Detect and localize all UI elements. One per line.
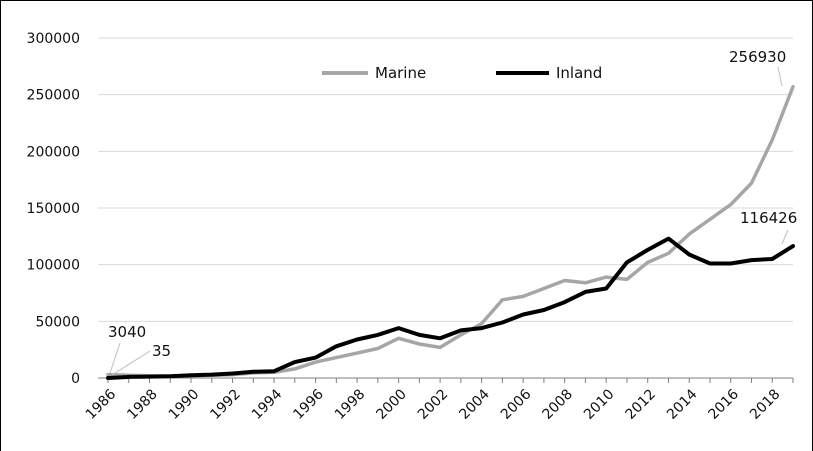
x-tick-label: 2016 — [706, 386, 743, 423]
x-tick-label: 2000 — [373, 386, 410, 423]
x-tick-label: 2002 — [415, 386, 452, 423]
annotation-leader — [111, 350, 151, 376]
x-tick-label: 1986 — [83, 386, 120, 423]
y-tick-label: 200000 — [27, 144, 80, 160]
x-tick-label: 2018 — [747, 386, 784, 423]
annotation-leader — [109, 342, 121, 374]
y-tick-label: 100000 — [27, 258, 80, 274]
y-tick-label: 300000 — [27, 31, 80, 47]
data-label-256930: 256930 — [729, 48, 786, 66]
data-label-116426: 116426 — [740, 209, 797, 227]
legend-label-marine: Marine — [375, 64, 426, 82]
x-tick-label: 2012 — [622, 386, 659, 423]
x-tick-label: 1996 — [290, 386, 327, 423]
data-label-35: 35 — [152, 342, 171, 360]
x-tick-label: 2008 — [539, 386, 576, 423]
frame-top-border — [0, 0, 813, 1]
series-line-inland — [106, 236, 795, 380]
x-tick-label: 2014 — [664, 386, 701, 423]
y-tick-label: 50000 — [35, 314, 80, 330]
annotation-leader — [781, 229, 789, 245]
y-tick-label: 150000 — [27, 201, 80, 217]
annotation-leader — [777, 66, 783, 87]
x-tick-label: 1992 — [207, 386, 244, 423]
y-tick-label: 250000 — [27, 88, 80, 104]
x-tick-label: 1994 — [249, 386, 286, 423]
x-tick-label: 2010 — [581, 386, 618, 423]
frame-left-border — [0, 0, 1, 451]
y-tick-label: 0 — [71, 371, 80, 387]
legend-label-inland: Inland — [556, 64, 602, 82]
x-tick-label: 2006 — [498, 386, 535, 423]
x-tick-label: 2004 — [456, 386, 493, 423]
data-label-3040: 3040 — [108, 323, 146, 341]
x-tick-label: 1990 — [166, 386, 203, 423]
x-tick-label: 1988 — [124, 386, 161, 423]
x-tick-label: 1998 — [332, 386, 369, 423]
